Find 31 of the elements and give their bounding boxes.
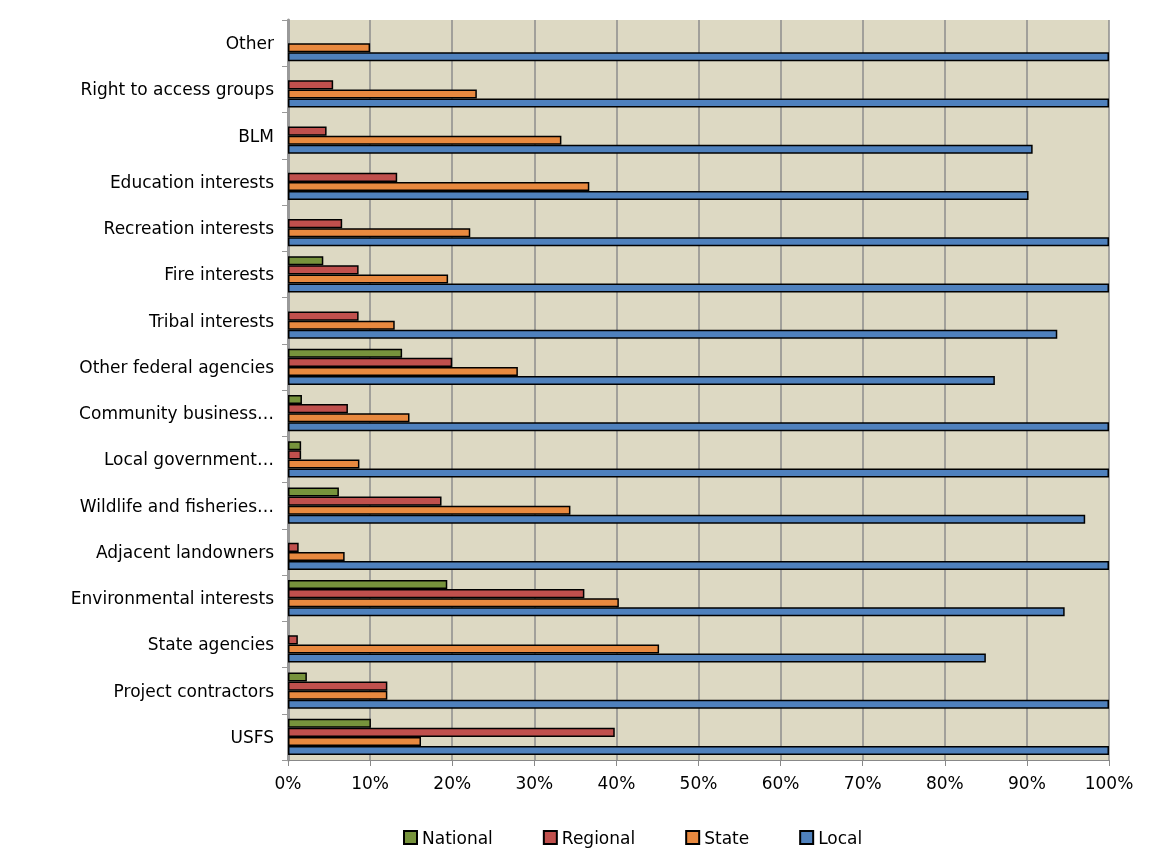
y-tick-label: Other xyxy=(225,33,274,54)
x-tick-label: 10% xyxy=(351,772,389,793)
x-tick-label: 50% xyxy=(679,772,718,793)
y-tick-label: Tribal interests xyxy=(147,310,275,331)
y-tick-label: Recreation interests xyxy=(103,218,275,239)
x-tick-label: 20% xyxy=(433,772,472,793)
legend-label: State xyxy=(704,827,750,848)
x-tick-label: 0% xyxy=(274,772,302,793)
y-tick-label: Fire interests xyxy=(164,264,275,285)
y-tick-label: Education interests xyxy=(109,171,275,192)
y-tick-label: Other federal agencies xyxy=(79,356,275,377)
y-tick-label: Local government… xyxy=(103,449,274,470)
y-tick-label: Project contractors xyxy=(113,680,275,701)
y-tick-label: State agencies xyxy=(147,634,275,655)
legend-label: Regional xyxy=(561,827,636,848)
y-tick-label: Right to access groups xyxy=(80,79,275,100)
x-tick-label: 30% xyxy=(515,772,554,793)
y-tick-label: Community business… xyxy=(79,403,274,424)
x-tick-label: 70% xyxy=(843,772,882,793)
y-tick-label: Wildlife and fisheries… xyxy=(79,495,274,516)
x-tick-label: 90% xyxy=(1008,772,1046,793)
y-tick-label: USFS xyxy=(230,726,274,747)
legend-label: Local xyxy=(818,827,863,848)
y-tick-label: BLM xyxy=(238,125,274,146)
x-tick-label: 100% xyxy=(1084,772,1134,793)
legend-label: National xyxy=(422,827,493,848)
x-tick-label: 80% xyxy=(925,772,964,793)
x-tick-label: 40% xyxy=(597,772,636,793)
y-tick-label: Adjacent landowners xyxy=(95,541,275,562)
x-tick-label: 60% xyxy=(761,772,800,793)
y-tick-label: Environmental interests xyxy=(70,588,275,609)
